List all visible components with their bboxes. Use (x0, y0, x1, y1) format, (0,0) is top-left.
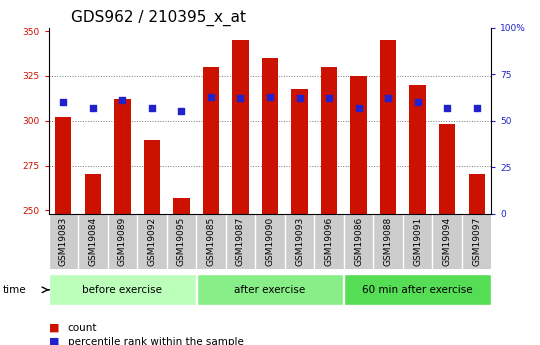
Text: GSM19086: GSM19086 (354, 217, 363, 266)
Bar (203, 67, 219, 214)
Bar (55, 117, 71, 214)
Text: GSM19084: GSM19084 (89, 217, 97, 266)
Point (118, 98, 127, 103)
Text: 60 min after exercise: 60 min after exercise (362, 285, 473, 295)
FancyBboxPatch shape (345, 274, 491, 305)
Text: time: time (3, 285, 26, 295)
Text: GSM19092: GSM19092 (147, 217, 157, 266)
Text: GSM19094: GSM19094 (443, 217, 451, 266)
Text: GSM19085: GSM19085 (206, 217, 215, 266)
Text: GSM19089: GSM19089 (118, 217, 127, 266)
Point (236, 96, 245, 101)
Text: GSM19088: GSM19088 (383, 217, 393, 266)
Point (147, 105, 156, 110)
Point (266, 94, 274, 99)
Text: ■: ■ (49, 323, 59, 333)
Text: GSM19095: GSM19095 (177, 217, 186, 266)
Point (89, 105, 97, 110)
Bar (85, 175, 101, 214)
Bar (439, 124, 455, 214)
FancyBboxPatch shape (49, 274, 195, 305)
Text: GSM19087: GSM19087 (236, 217, 245, 266)
Bar (173, 198, 190, 214)
Point (413, 99, 422, 105)
Point (177, 109, 186, 114)
Point (472, 105, 481, 110)
Text: GSM19096: GSM19096 (325, 217, 334, 266)
Point (443, 105, 451, 110)
Bar (409, 85, 426, 214)
Text: before exercise: before exercise (83, 285, 163, 295)
Bar (292, 89, 308, 214)
Bar (469, 175, 485, 214)
Text: after exercise: after exercise (234, 285, 306, 295)
Bar (380, 40, 396, 214)
Text: GSM19093: GSM19093 (295, 217, 304, 266)
Text: GSM19090: GSM19090 (266, 217, 274, 266)
FancyBboxPatch shape (197, 274, 343, 305)
Text: GDS962 / 210395_x_at: GDS962 / 210395_x_at (71, 10, 246, 26)
Point (59, 99, 68, 105)
Text: GSM19083: GSM19083 (59, 217, 68, 266)
Text: GSM19097: GSM19097 (472, 217, 481, 266)
Text: ■: ■ (49, 337, 59, 345)
Bar (114, 99, 131, 214)
Point (295, 96, 304, 101)
Text: GSM19091: GSM19091 (413, 217, 422, 266)
Bar (262, 58, 278, 214)
Point (354, 105, 363, 110)
Bar (144, 140, 160, 214)
Point (207, 94, 215, 99)
Bar (321, 67, 337, 214)
Text: count: count (68, 323, 97, 333)
Bar (350, 76, 367, 214)
Point (384, 96, 393, 101)
Point (325, 96, 333, 101)
Text: percentile rank within the sample: percentile rank within the sample (68, 337, 244, 345)
Bar (232, 40, 248, 214)
